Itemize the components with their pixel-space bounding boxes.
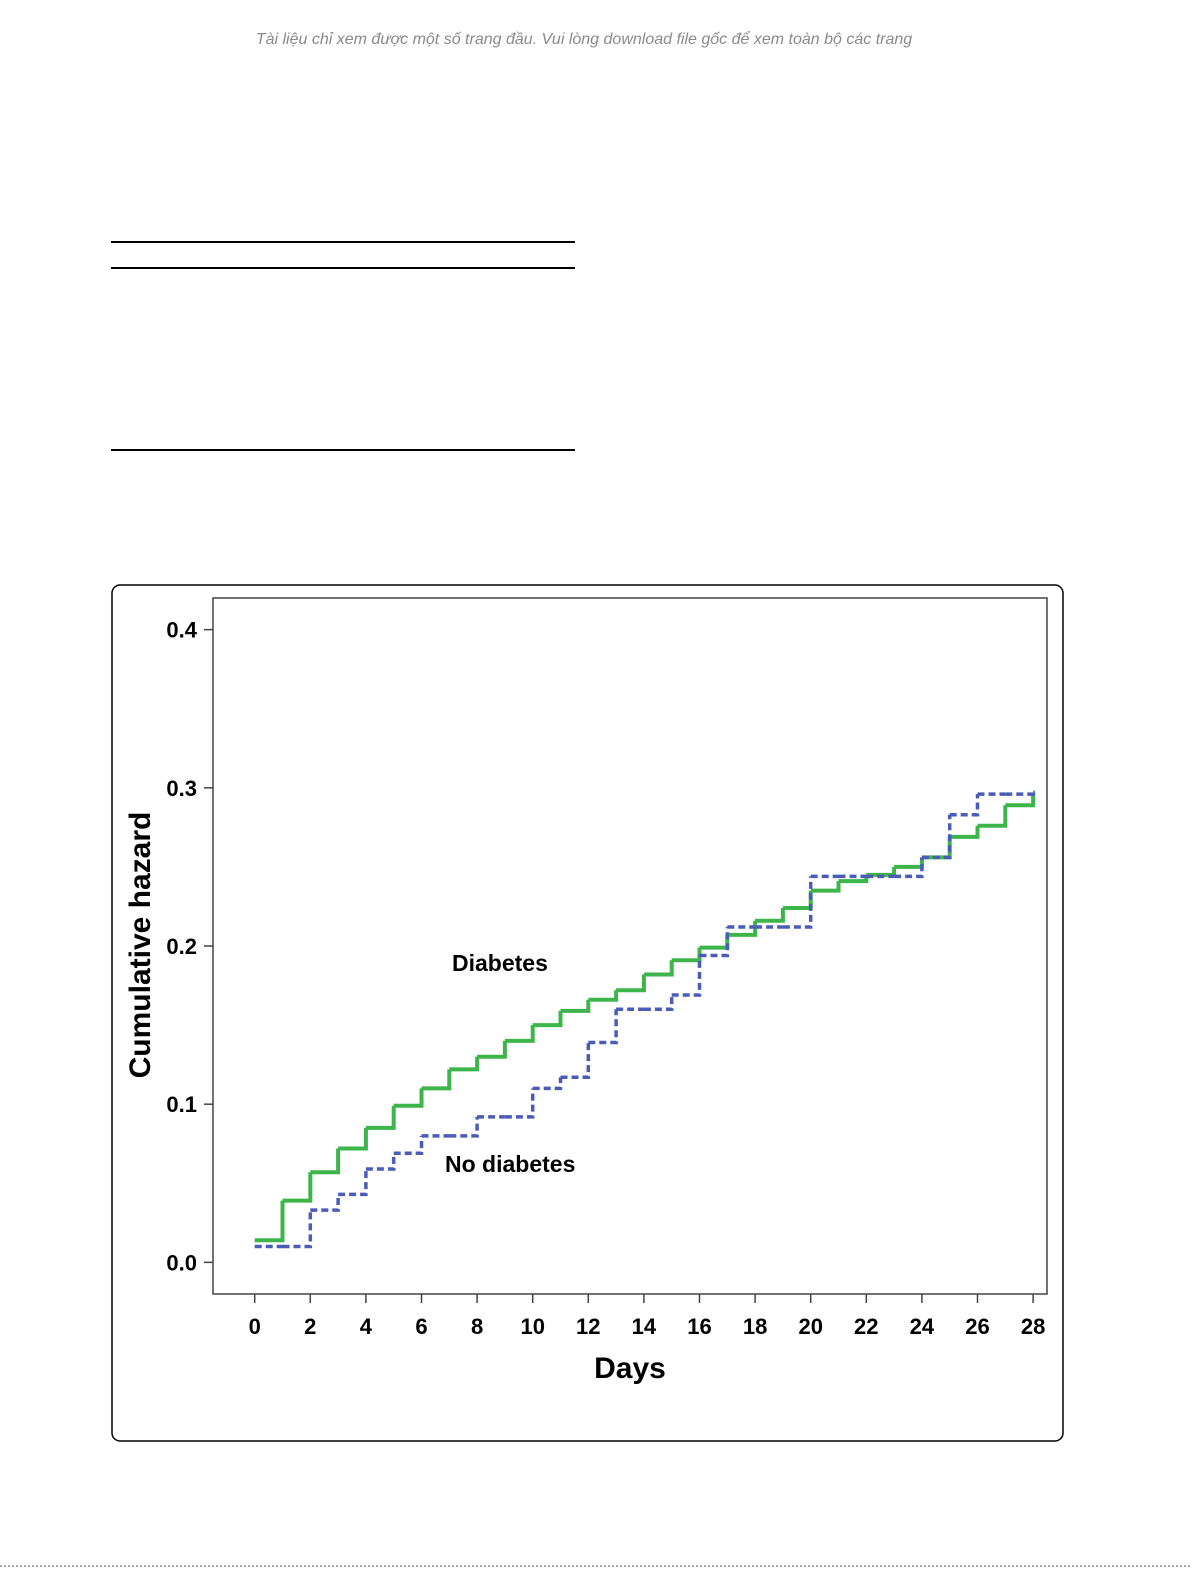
x-tick-label: 8 xyxy=(471,1314,483,1339)
figure-frame xyxy=(111,584,1064,1442)
x-axis-title: Days xyxy=(594,1352,666,1385)
step-segment xyxy=(921,814,952,860)
step-segment xyxy=(616,974,646,993)
step-segment xyxy=(949,794,980,817)
step-segment xyxy=(504,1088,535,1119)
series-label: Diabetes xyxy=(452,950,548,976)
step-segment xyxy=(532,1077,563,1091)
x-tick-label: 28 xyxy=(1021,1314,1045,1339)
x-tick-label: 18 xyxy=(743,1314,767,1339)
step-segment xyxy=(338,1169,368,1197)
step-segment xyxy=(449,1056,480,1072)
step-segment xyxy=(894,857,924,879)
x-tick-label: 12 xyxy=(576,1314,600,1339)
step-segment xyxy=(949,825,980,839)
step-segment xyxy=(365,1105,396,1130)
step-segment xyxy=(560,999,591,1013)
step-segment xyxy=(560,1042,591,1080)
x-tick-label: 2 xyxy=(304,1314,316,1339)
step-segment xyxy=(588,1009,618,1045)
x-tick-label: 14 xyxy=(632,1314,657,1339)
step-segment xyxy=(477,1040,507,1059)
plot-area xyxy=(212,597,1048,1295)
step-segment xyxy=(310,1194,340,1212)
step-segment xyxy=(1005,792,1036,808)
x-tick-label: 0 xyxy=(249,1314,261,1339)
step-segment xyxy=(755,908,785,923)
x-tick-label: 16 xyxy=(687,1314,711,1339)
series-label: No diabetes xyxy=(445,1151,575,1177)
step-segment xyxy=(977,805,1008,828)
x-tick-label: 26 xyxy=(965,1314,989,1339)
step-segment xyxy=(532,1010,563,1028)
step-segment xyxy=(643,995,674,1012)
notice: Tài liệu chỉ xem được một số trang đầu. … xyxy=(256,30,912,48)
step-segment xyxy=(282,1172,313,1203)
step-segment xyxy=(643,960,674,977)
x-tick-label: 10 xyxy=(520,1314,544,1339)
step-segment xyxy=(282,1210,313,1249)
step-segment xyxy=(588,990,619,1002)
y-tick-label: 0.3 xyxy=(166,776,197,801)
y-tick-label: 0.4 xyxy=(166,618,197,643)
y-tick-label: 0.1 xyxy=(166,1092,197,1117)
x-tick-label: 4 xyxy=(360,1314,373,1339)
step-segment xyxy=(365,1153,396,1171)
y-tick-label: 0.0 xyxy=(166,1250,197,1275)
x-tick-label: 22 xyxy=(854,1314,878,1339)
step-segment xyxy=(671,947,702,963)
step-segment xyxy=(699,927,730,958)
step-segment xyxy=(671,955,702,997)
step-segment xyxy=(393,1088,424,1108)
step-segment xyxy=(421,1069,452,1091)
x-tick-label: 20 xyxy=(798,1314,822,1339)
step-segment xyxy=(504,1025,535,1043)
step-segment xyxy=(449,1116,479,1138)
step-segment xyxy=(338,1127,368,1151)
step-segment xyxy=(393,1135,424,1155)
x-tick-label: 6 xyxy=(415,1314,427,1339)
step-segment xyxy=(810,881,841,893)
step-segment xyxy=(254,1200,285,1243)
x-tick-label: 24 xyxy=(910,1314,935,1339)
step-segment xyxy=(782,876,813,929)
y-tick-label: 0.2 xyxy=(166,934,197,959)
y-axis-title: Cumulative hazard xyxy=(124,812,157,1079)
step-segment xyxy=(310,1148,341,1175)
